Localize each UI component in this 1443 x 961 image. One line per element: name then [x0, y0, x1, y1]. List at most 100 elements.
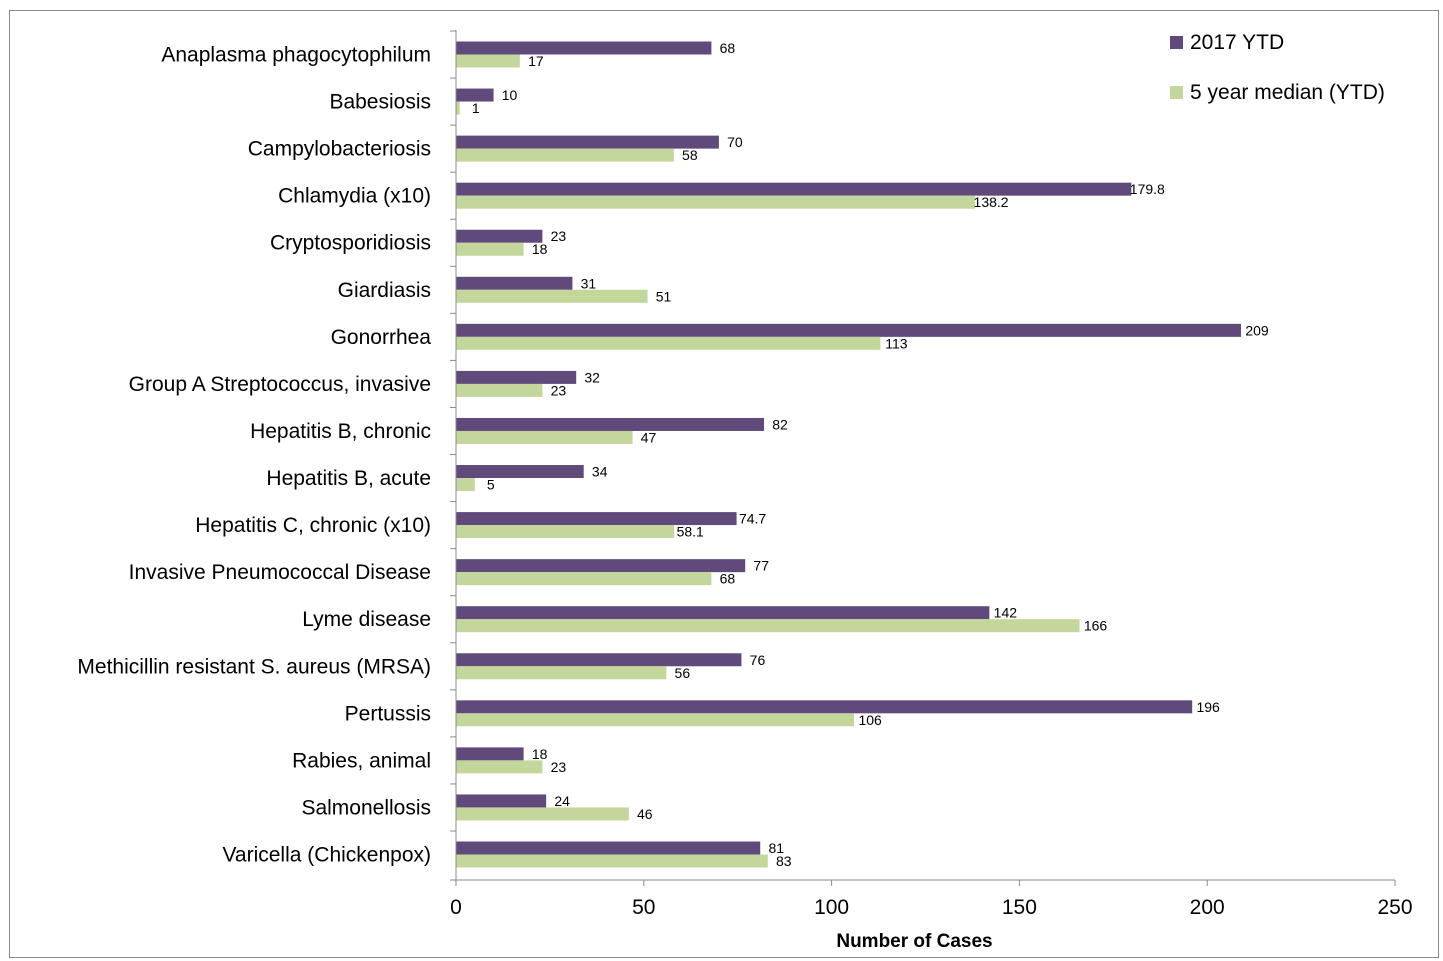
bar-2017-ytd — [456, 135, 719, 149]
bar-5yr-median — [456, 478, 475, 492]
data-label: 51 — [656, 288, 672, 304]
bar-5yr-median — [456, 525, 675, 539]
data-label: 138.2 — [974, 194, 1009, 210]
x-tick-label: 250 — [1377, 896, 1412, 919]
bar-2017-ytd — [456, 747, 524, 761]
bar-5yr-median — [456, 619, 1080, 633]
data-label: 74.7 — [739, 511, 766, 527]
data-label: 179.8 — [1130, 181, 1165, 197]
category-label: Campylobacteriosis — [248, 138, 431, 161]
data-label: 5 — [487, 477, 495, 493]
category-label: Hepatitis B, chronic — [250, 420, 431, 443]
data-label: 18 — [532, 746, 548, 762]
bar-5yr-median — [456, 854, 768, 868]
category-label: Babesiosis — [329, 91, 431, 114]
data-label: 82 — [772, 416, 788, 432]
bar-5yr-median — [456, 195, 976, 209]
data-label: 58.1 — [677, 524, 704, 540]
data-label: 31 — [581, 275, 597, 291]
data-label: 70 — [727, 134, 743, 150]
data-label: 106 — [858, 712, 882, 728]
chart-frame — [9, 10, 1439, 958]
data-label: 113 — [885, 335, 908, 351]
bar-5yr-median — [456, 336, 881, 350]
data-label: 68 — [720, 40, 736, 56]
category-label: Salmonellosis — [301, 796, 431, 819]
bar-2017-ytd — [456, 606, 990, 620]
bar-2017-ytd — [456, 653, 742, 667]
data-label: 17 — [528, 53, 544, 69]
category-label: Chlamydia (x10) — [278, 185, 431, 208]
data-label: 24 — [554, 793, 570, 809]
legend: 2017 YTD 5 year median (YTD) — [1170, 31, 1385, 104]
data-label: 1 — [472, 100, 480, 116]
bar-5yr-median — [456, 666, 667, 680]
bar-5yr-median — [456, 289, 648, 303]
category-labels: Anaplasma phagocytophilum Babesiosis Campy… — [77, 30, 456, 881]
data-label: 23 — [551, 759, 567, 775]
category-label: Hepatitis C, chronic (x10) — [195, 514, 431, 537]
data-label: 18 — [532, 241, 548, 257]
category-label: Invasive Pneumococcal Disease — [129, 561, 431, 584]
data-label: 83 — [776, 853, 792, 869]
bar-2017-ytd — [456, 794, 547, 808]
category-label: Rabies, animal — [292, 749, 431, 772]
bar-2017-ytd — [456, 323, 1242, 337]
x-axis-title: Number of Cases — [836, 931, 992, 952]
data-label: 34 — [592, 464, 608, 480]
data-label: 196 — [1196, 699, 1220, 715]
data-label: 47 — [641, 429, 657, 445]
bar-2017-ytd — [456, 41, 712, 55]
bar-2017-ytd — [456, 182, 1132, 196]
bar-2017-ytd — [456, 465, 584, 479]
data-label: 142 — [994, 605, 1018, 621]
category-label: Cryptosporidiosis — [270, 232, 431, 255]
bar-2017-ytd — [456, 417, 764, 431]
bar-5yr-median — [456, 54, 520, 68]
bar-5yr-median — [456, 242, 524, 256]
bar-2017-ytd — [456, 559, 746, 573]
x-tick-label: 0 — [450, 896, 462, 919]
data-label: 166 — [1084, 618, 1108, 634]
bar-2017-ytd — [456, 370, 577, 384]
bar-5yr-median — [456, 572, 712, 586]
legend-label: 5 year median (YTD) — [1190, 81, 1385, 104]
bar-2017-ytd — [456, 88, 494, 102]
category-label: Giardiasis — [338, 279, 431, 302]
legend-swatch — [1170, 86, 1183, 99]
data-label: 76 — [750, 652, 766, 668]
data-label: 77 — [753, 558, 769, 574]
bar-2017-ytd — [456, 700, 1193, 714]
data-label: 209 — [1245, 322, 1269, 338]
bar-5yr-median — [456, 148, 674, 162]
category-label: Methicillin resistant S. aureus (MRSA) — [77, 655, 431, 678]
bar-2017-ytd — [456, 841, 761, 855]
bar-5yr-median — [456, 430, 633, 444]
bar-5yr-median — [456, 713, 855, 727]
category-label: Hepatitis B, acute — [266, 467, 431, 490]
category-label: Varicella (Chickenpox) — [222, 844, 431, 867]
bar-2017-ytd — [456, 512, 737, 526]
data-label: 32 — [584, 369, 600, 385]
category-label: Pertussis — [345, 702, 431, 725]
legend-label: 2017 YTD — [1190, 31, 1284, 54]
bar-2017-ytd — [456, 229, 543, 243]
x-axis: 0 50 100 150 200 250 Number of Cases — [450, 30, 1413, 952]
data-label: 58 — [682, 147, 698, 163]
category-label: Lyme disease — [302, 608, 431, 631]
data-label: 56 — [675, 665, 691, 681]
bar-5yr-median — [456, 383, 543, 397]
bar-5yr-median — [456, 807, 629, 821]
data-label: 10 — [502, 87, 518, 103]
data-label: 23 — [551, 382, 567, 398]
category-label: Gonorrhea — [331, 326, 432, 349]
data-label: 81 — [768, 840, 784, 856]
legend-swatch — [1170, 36, 1183, 49]
data-label: 46 — [637, 806, 653, 822]
data-label: 23 — [551, 228, 567, 244]
data-labels: 68171017058179.8138.22318315120911332238… — [472, 40, 1269, 869]
x-tick-label: 100 — [814, 896, 849, 919]
bar-5yr-median — [456, 760, 543, 774]
bar-2017-ytd — [456, 276, 573, 290]
